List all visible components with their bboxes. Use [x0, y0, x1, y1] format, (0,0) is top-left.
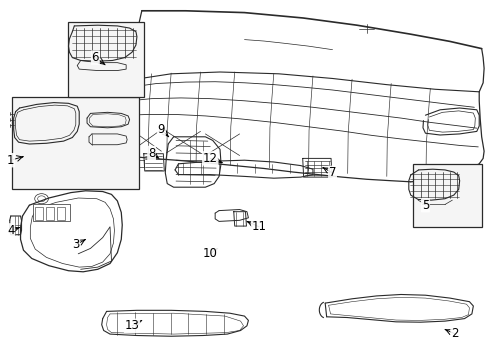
Text: 13: 13 — [124, 319, 139, 332]
Bar — [46, 207, 54, 220]
Text: 2: 2 — [450, 327, 458, 340]
Text: 4: 4 — [7, 224, 15, 237]
Text: 10: 10 — [203, 247, 217, 260]
Text: 7: 7 — [328, 166, 336, 179]
Bar — [35, 207, 43, 220]
Text: 11: 11 — [251, 220, 266, 233]
Text: 3: 3 — [72, 238, 80, 251]
Text: 5: 5 — [421, 199, 428, 212]
Text: 6: 6 — [91, 51, 99, 64]
Bar — [33, 204, 70, 221]
Text: 1: 1 — [7, 154, 15, 167]
Text: 8: 8 — [147, 147, 155, 159]
Text: 12: 12 — [203, 152, 217, 165]
Bar — [57, 207, 64, 220]
Bar — [68, 22, 144, 97]
Bar — [12, 97, 139, 189]
Bar — [412, 164, 481, 227]
Text: 9: 9 — [157, 123, 165, 136]
